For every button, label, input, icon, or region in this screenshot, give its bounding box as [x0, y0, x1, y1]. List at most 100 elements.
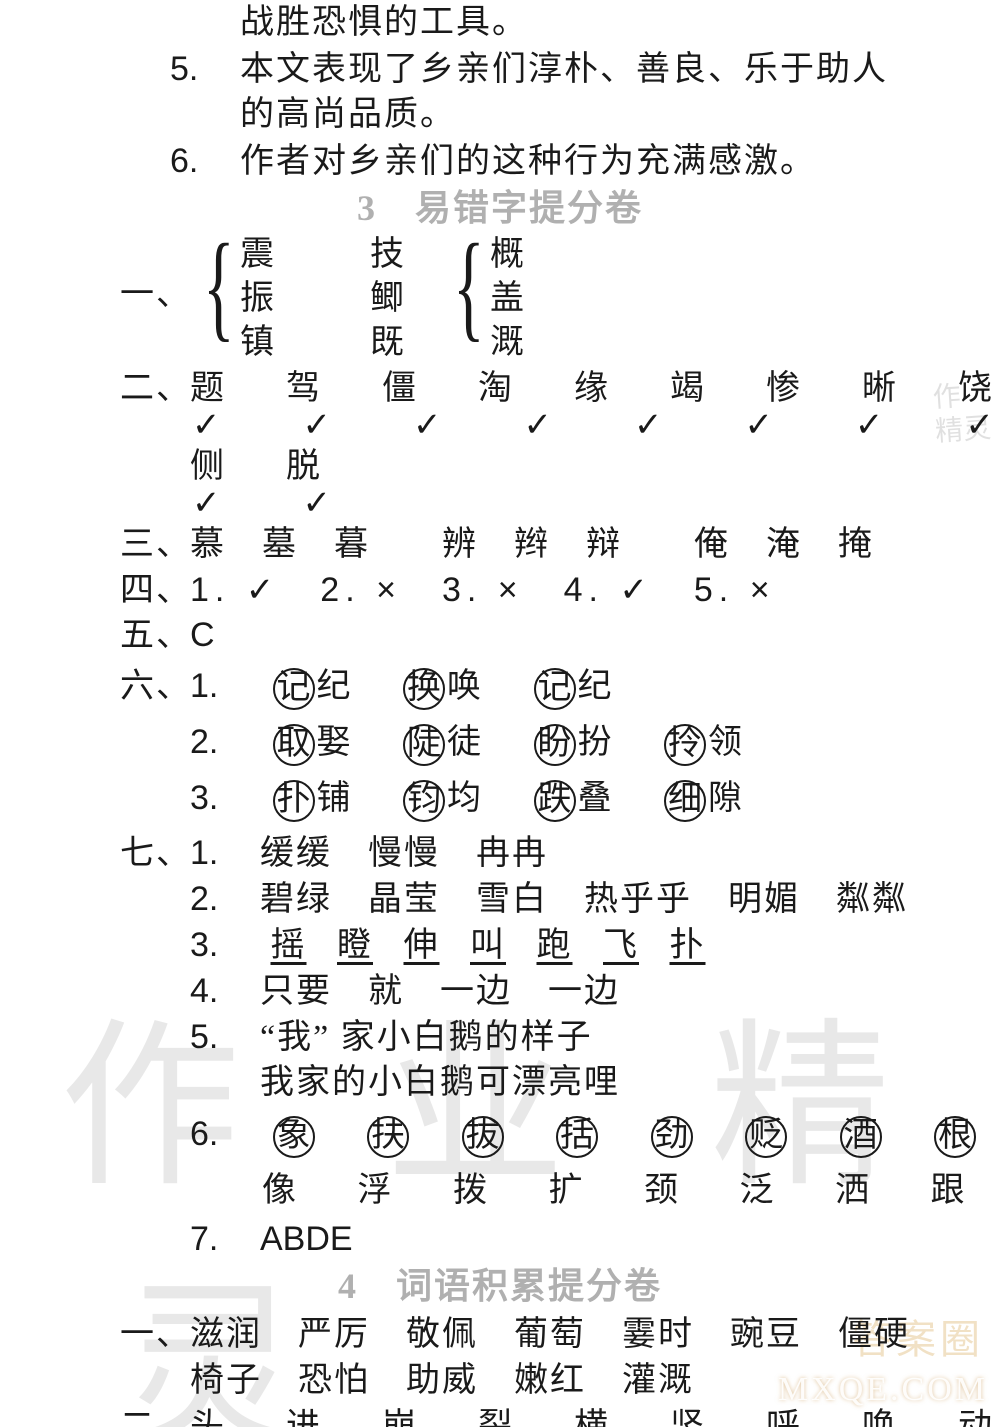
lbl-3: 三、: [120, 528, 190, 562]
ch: 扮: [578, 724, 614, 761]
u: 跑: [537, 927, 573, 964]
q7-6bot: 像 浮 拨 扩 颈 泛 洒 跟: [262, 1174, 1000, 1208]
intro-l2-text: 作者对乡亲们的这种行为充满感激。: [240, 143, 816, 180]
q5: 五、C: [120, 618, 920, 653]
lbl-6: 六、: [120, 670, 190, 704]
q5-text: C: [190, 616, 215, 654]
q3: 三、慕 墓 暮 辨 辫 辩 俺 淹 掩: [120, 528, 920, 562]
s1a: 一、滋润 严厉 敬佩 葡萄 霎时 豌豆 僵硬: [120, 1318, 920, 1352]
s2-a: 头 进 崩 裂 横 竖 呼 唤 动 囊: [190, 1408, 1000, 1427]
q7-2: 2.碧绿 晶莹 雪白 热乎乎 明媚 粼粼: [190, 882, 990, 917]
q7-n5: 5.: [190, 1020, 260, 1054]
u: 叫: [470, 927, 506, 964]
q7-5b: 我家的小白鹅可漂亮哩: [260, 1066, 1000, 1100]
circ: 取: [273, 724, 315, 766]
q2: 二、题 驾 僵 淘 缘 竭 惨 晰 饶 摸: [120, 372, 920, 406]
brace-1: {: [203, 226, 235, 346]
ch: 洒: [835, 1172, 871, 1209]
u: 扑: [670, 927, 706, 964]
circ: 陡: [403, 724, 445, 766]
q7-r2: 碧绿 晶莹 雪白 热乎乎 明媚 粼粼: [260, 881, 908, 918]
u: 摇: [271, 927, 307, 964]
ch: 浮: [358, 1172, 394, 1209]
q2-checks1: ✓ ✓ ✓ ✓ ✓ ✓ ✓ ✓ ✓ ✓: [192, 408, 992, 442]
q7-7: 7.ABDE: [190, 1222, 990, 1257]
u: 伸: [404, 927, 440, 964]
num-6: 6.: [170, 144, 240, 178]
s1b: 椅子 恐怕 助威 嫩红 灌溉: [190, 1364, 990, 1398]
q2-r2: 侧 脱: [190, 448, 334, 485]
circ: 括: [556, 1116, 598, 1158]
lbl-4: 四、: [120, 574, 190, 608]
ch: 隙: [708, 780, 744, 817]
circ: 贬: [745, 1116, 787, 1158]
q7-1: 七、1.缓缓 慢慢 冉冉: [120, 836, 920, 871]
q7-4: 4.只要 就 一边 一边: [190, 974, 990, 1009]
ch: 领: [708, 724, 744, 761]
q7-r5a: “我” 家小白鹅的样子: [260, 1019, 593, 1056]
section-title-3: 3 易错字提分卷: [0, 190, 1000, 226]
lbl-5: 五、: [120, 619, 190, 653]
circ: 盼: [534, 724, 576, 766]
circ: 拎: [664, 724, 706, 766]
ch: 扩: [549, 1172, 585, 1209]
page: 作 业 精 灵 作 精灵 答案圈 MXQE.COM 战胜恐惧的工具。 5.本文表…: [0, 0, 1000, 1427]
brace-2: {: [453, 226, 485, 346]
q7-5a: 5.“我” 家小白鹅的样子: [190, 1020, 990, 1055]
q6-1: 六、1. 记纪 换唤 记纪: [120, 668, 920, 710]
q6-2: 2. 取娶 陡徒 盼扮 拎领: [190, 724, 990, 766]
q2-checks2: ✓ ✓: [192, 486, 992, 520]
s2: 二、头 进 崩 裂 横 竖 呼 唤 动 囊: [120, 1410, 920, 1427]
ch: 娶: [317, 724, 353, 761]
ch: 纪: [578, 668, 614, 705]
q7-3: 3. 摇 瞪 伸 叫 跑 飞 扑: [190, 928, 990, 963]
q4: 四、1. ✓ 2. × 3. × 4. ✓ 5. ×: [120, 573, 920, 608]
q1-r2c3: 盖: [490, 282, 1000, 316]
q6-n3: 3.: [190, 781, 260, 815]
q2-row1: 题 驾 僵 淘 缘 竭 惨 晰 饶 摸: [190, 370, 1000, 407]
u: 瞪: [337, 927, 373, 964]
lbl-1: 一、: [120, 278, 190, 312]
q4-text: 1. ✓ 2. × 3. × 4. ✓ 5. ×: [190, 571, 776, 609]
section-title-4: 4 词语积累提分卷: [0, 1268, 1000, 1304]
q7-n7: 7.: [190, 1222, 260, 1256]
q7-n2: 2.: [190, 882, 260, 916]
q7-r4: 只要 就 一边 一边: [260, 973, 620, 1010]
circ: 象: [273, 1116, 315, 1158]
q7-6top: 6. 象 扶 拔 括 劲 贬 酒 根: [190, 1116, 990, 1158]
ch: 叠: [578, 780, 614, 817]
intro-l1b: 的高尚品质。: [240, 98, 970, 132]
ch: 跟: [931, 1172, 967, 1209]
circ: 根: [934, 1116, 976, 1158]
lbl-s1: 一、: [120, 1318, 190, 1352]
circ: 扶: [367, 1116, 409, 1158]
q6-n1: 1.: [190, 669, 260, 703]
circ: 跌: [534, 780, 576, 822]
ch: 泛: [740, 1172, 776, 1209]
q1-r3c3: 溉: [490, 326, 1000, 360]
ch: 颈: [644, 1172, 680, 1209]
u: 飞: [603, 927, 639, 964]
intro-l1-text: 本文表现了乡亲们淳朴、善良、乐于助人: [240, 51, 888, 88]
intro-l1: 5.本文表现了乡亲们淳朴、善良、乐于助人: [170, 52, 970, 87]
q7-n3: 3.: [190, 928, 260, 962]
circ: 换: [403, 668, 445, 710]
lbl-s2: 二、: [120, 1410, 190, 1427]
q3-text: 慕 墓 暮 辨 辫 辩 俺 淹 掩: [190, 526, 874, 563]
ch: 均: [447, 780, 483, 817]
num-5: 5.: [170, 52, 240, 86]
circ: 扑: [273, 780, 315, 822]
circ: 记: [273, 668, 315, 710]
ch: 徒: [447, 724, 483, 761]
q2-row2: 侧 脱: [190, 450, 990, 484]
ch: 像: [262, 1172, 298, 1209]
lbl-2: 二、: [120, 372, 190, 406]
intro-l0: 战胜恐惧的工具。: [240, 6, 970, 40]
s1-a: 滋润 严厉 敬佩 葡萄 霎时 豌豆 僵硬: [190, 1316, 910, 1353]
q6-3: 3. 扑铺 钧均 跌叠 细隙: [190, 780, 990, 822]
q1-r1c3: 概: [490, 238, 1000, 272]
q6-n2: 2.: [190, 725, 260, 759]
ch: 唤: [447, 668, 483, 705]
ch: 纪: [317, 668, 353, 705]
q7-r7: ABDE: [260, 1220, 353, 1258]
